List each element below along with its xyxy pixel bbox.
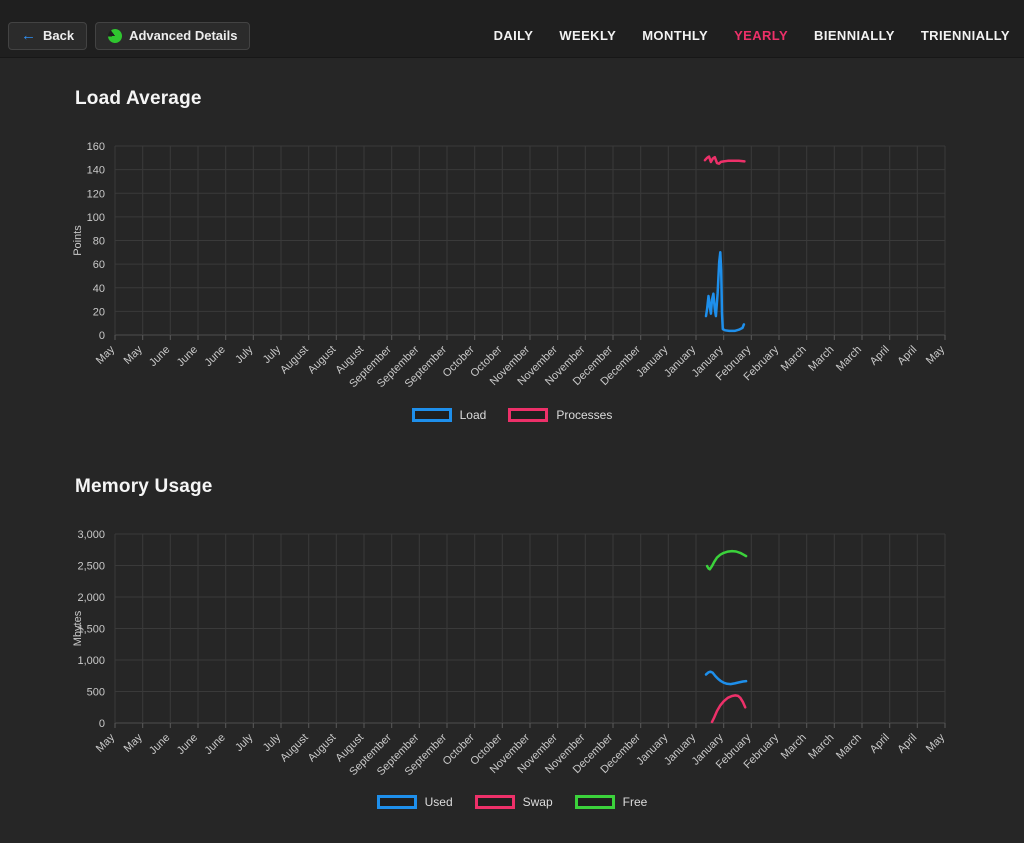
svg-text:July: July: [233, 731, 256, 754]
tab-triennially[interactable]: TRIENNIALLY: [920, 27, 1010, 43]
svg-text:May: May: [94, 731, 118, 755]
svg-text:140: 140: [87, 165, 105, 177]
pie-chart-icon: [105, 25, 125, 46]
legend-label: Processes: [556, 408, 613, 422]
svg-text:May: May: [122, 731, 146, 755]
svg-text:May: May: [122, 343, 146, 367]
svg-text:August: August: [278, 732, 311, 765]
back-button-label: Back: [43, 28, 75, 43]
svg-text:1,500: 1,500: [77, 624, 105, 636]
legend-label: Load: [459, 408, 487, 422]
svg-text:June: June: [175, 732, 200, 757]
back-button[interactable]: ← Back: [8, 21, 88, 50]
svg-text:80: 80: [93, 236, 105, 248]
top-bar: ← Back Advanced Details DAILY WEEKLY MON…: [0, 0, 1024, 58]
svg-text:May: May: [94, 343, 118, 367]
svg-text:April: April: [868, 732, 892, 756]
svg-text:May: May: [924, 731, 948, 755]
legend-swatch: [574, 795, 615, 809]
svg-text:2,000: 2,000: [77, 592, 105, 604]
svg-text:20: 20: [93, 306, 105, 318]
svg-text:June: June: [147, 732, 172, 757]
svg-text:Mbytes: Mbytes: [72, 610, 84, 646]
legend-swatch: [376, 795, 417, 809]
svg-text:August: August: [306, 344, 339, 377]
legend-item-used[interactable]: Used: [376, 795, 453, 809]
svg-text:July: July: [233, 343, 256, 366]
svg-text:April: April: [895, 344, 919, 368]
chart-title-load-average: Load Average: [75, 88, 202, 109]
tab-weekly[interactable]: WEEKLY: [559, 27, 617, 43]
legend-item-processes[interactable]: Processes: [508, 408, 612, 422]
advanced-details-label: Advanced Details: [129, 28, 238, 43]
svg-text:June: June: [147, 344, 172, 369]
svg-text:July: July: [261, 731, 284, 754]
svg-text:August: August: [278, 344, 311, 377]
legend-label: Used: [424, 795, 453, 809]
svg-text:3,000: 3,000: [77, 529, 105, 541]
svg-text:March: March: [834, 732, 864, 762]
svg-text:May: May: [924, 343, 948, 367]
tab-biennially[interactable]: BIENNIALLY: [814, 27, 895, 43]
svg-text:March: March: [834, 344, 864, 374]
svg-text:1,000: 1,000: [77, 655, 105, 667]
svg-text:March: March: [806, 344, 836, 374]
legend-swatch: [474, 795, 515, 809]
legend-swatch: [411, 408, 452, 422]
legend-swatch: [508, 408, 549, 422]
svg-text:April: April: [895, 732, 919, 756]
svg-text:June: June: [175, 344, 200, 369]
chart-title-memory-usage: Memory Usage: [75, 476, 213, 497]
tab-daily[interactable]: DAILY: [493, 27, 534, 43]
legend-item-swap[interactable]: Swap: [474, 795, 553, 809]
svg-text:July: July: [261, 343, 284, 366]
period-tabs: DAILY WEEKLY MONTHLY YEARLY BIENNIALLY T…: [481, 22, 1012, 50]
svg-text:2,500: 2,500: [77, 561, 105, 573]
svg-text:August: August: [306, 732, 339, 765]
svg-text:0: 0: [99, 718, 105, 730]
svg-text:June: June: [202, 344, 227, 369]
svg-text:60: 60: [93, 259, 105, 271]
svg-text:June: June: [202, 732, 227, 757]
tab-monthly[interactable]: MONTHLY: [642, 27, 709, 43]
memory-usage-legend: Used Swap Free: [0, 795, 1024, 809]
legend-item-free[interactable]: Free: [574, 795, 648, 809]
load-average-legend: Load Processes: [0, 408, 1024, 422]
left-arrow-icon: ←: [21, 27, 36, 44]
svg-text:40: 40: [93, 283, 105, 295]
svg-text:500: 500: [87, 687, 105, 699]
svg-text:March: March: [779, 732, 809, 762]
svg-text:100: 100: [87, 212, 105, 224]
legend-label: Free: [622, 795, 648, 809]
tab-yearly[interactable]: YEARLY: [734, 27, 789, 43]
advanced-details-button[interactable]: Advanced Details: [95, 21, 251, 50]
svg-text:March: March: [779, 344, 809, 374]
svg-text:March: March: [806, 732, 836, 762]
svg-text:Points: Points: [72, 225, 84, 256]
svg-text:160: 160: [87, 141, 105, 153]
legend-item-load[interactable]: Load: [411, 408, 487, 422]
legend-label: Swap: [522, 795, 553, 809]
svg-text:120: 120: [87, 188, 105, 200]
svg-text:April: April: [868, 344, 892, 368]
svg-text:0: 0: [99, 330, 105, 342]
